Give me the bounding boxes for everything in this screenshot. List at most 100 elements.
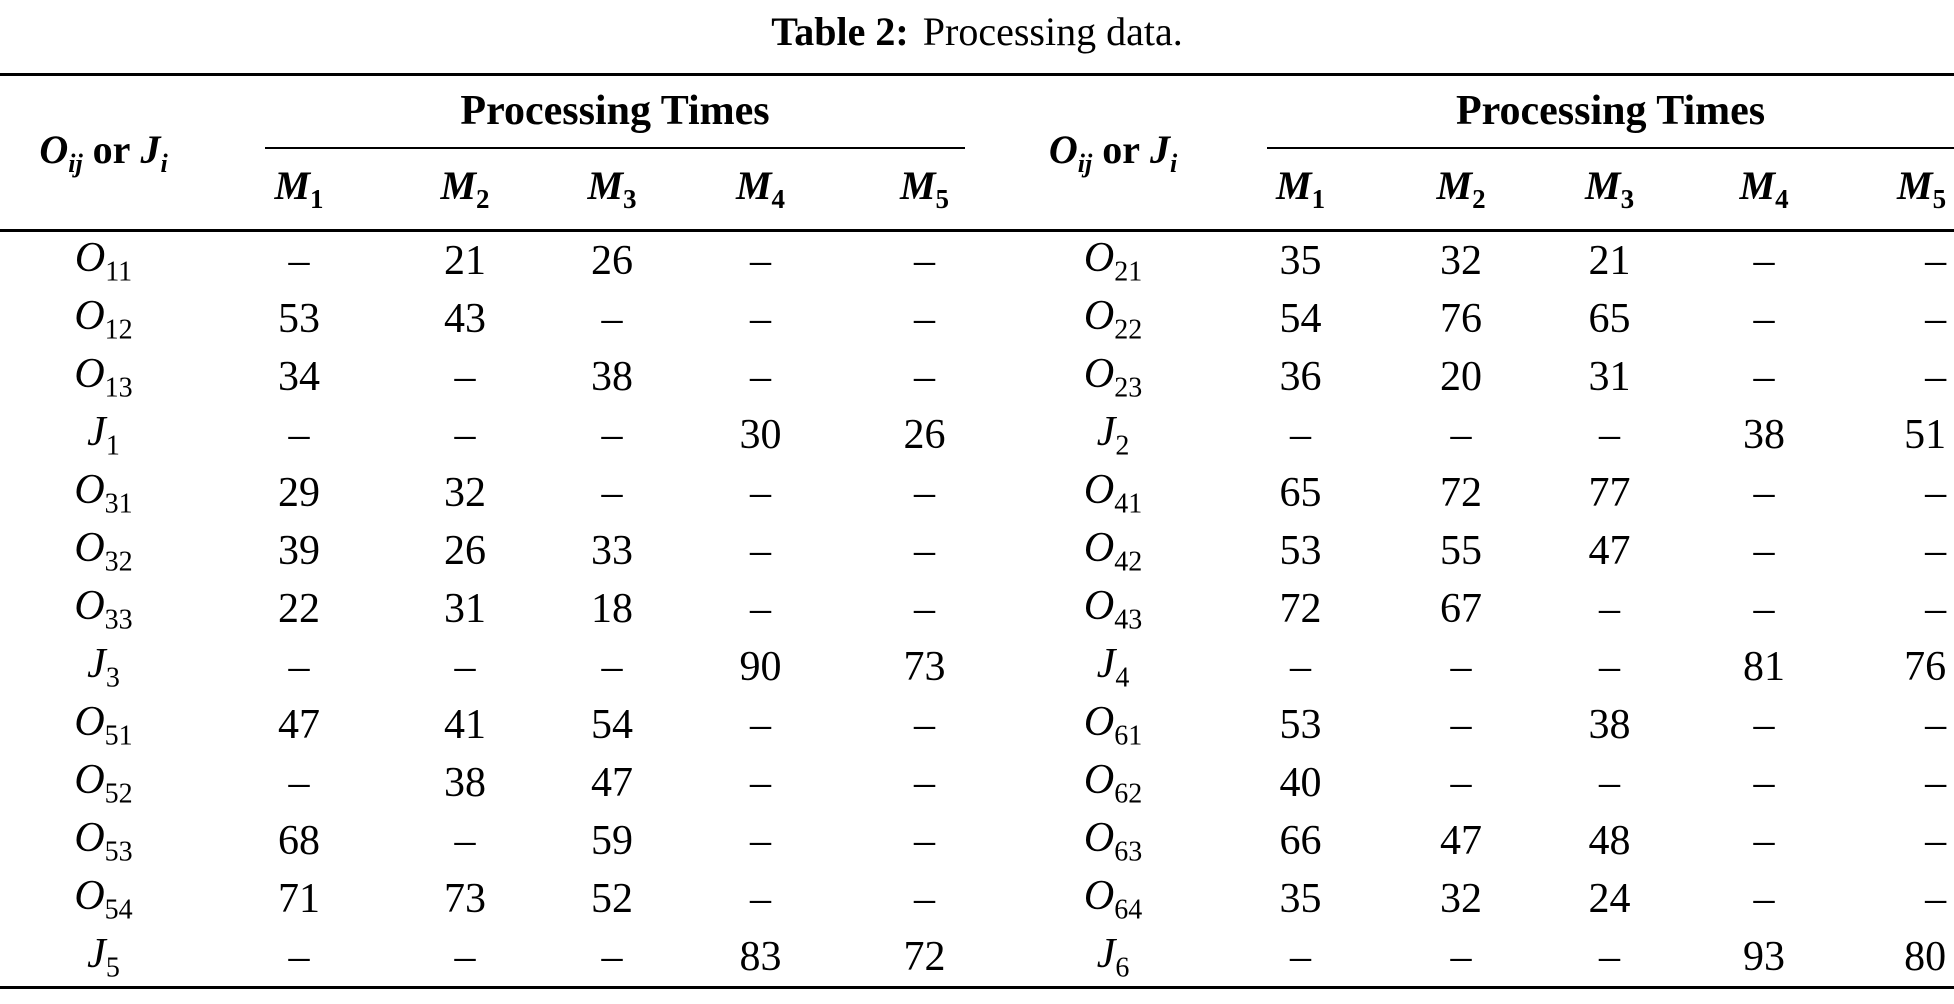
row-label-subscript: 3 — [105, 662, 120, 694]
row-label-base: O — [74, 872, 105, 919]
row-label-base: O — [74, 582, 105, 629]
row-label: J1 — [0, 406, 207, 464]
machine-symbol: M — [1584, 163, 1621, 209]
cell-value: 18 — [591, 586, 633, 632]
cell-value: 35 — [1279, 238, 1322, 284]
row-label-subscript: 12 — [104, 314, 133, 346]
cell-value: – — [1450, 760, 1472, 806]
row-label-base: O — [1083, 582, 1115, 629]
machine-subscript: 3 — [1620, 184, 1635, 215]
cell-value: – — [1450, 644, 1472, 690]
row-label-base: O — [1083, 524, 1115, 571]
table-caption-text: Processing data. — [922, 9, 1183, 54]
processing-times-header-right: Processing Times — [1213, 75, 1954, 149]
table-row: J3 – – – 90 73 J4 – – – 81 76 — [0, 638, 1954, 696]
cell-value: 76 — [1904, 644, 1947, 690]
row-label-subscript: 42 — [1114, 546, 1143, 578]
row-label: O62 — [1013, 754, 1213, 812]
machine-symbol: M — [1275, 163, 1312, 209]
table-row: O51 47 41 54 – – O61 53 – 38 – – — [0, 696, 1954, 754]
row-label-subscript: 6 — [1115, 952, 1130, 984]
cell-value: 21 — [444, 238, 486, 284]
row-label: O43 — [1013, 580, 1213, 638]
cell-value: – — [601, 412, 623, 458]
table-caption-number: Table 2: — [771, 9, 909, 54]
cell-value: – — [1753, 760, 1775, 806]
row-label-subscript: 13 — [104, 372, 133, 404]
row-label: O61 — [1013, 696, 1213, 754]
row-label-base: O — [74, 234, 106, 281]
cell-value: – — [288, 644, 310, 690]
machine-subscript: 3 — [623, 184, 637, 215]
cell-value: – — [1925, 876, 1947, 922]
cell-value: 67 — [1440, 586, 1483, 632]
cell-value: 71 — [278, 876, 320, 922]
cell-value: 31 — [444, 586, 486, 632]
row-label: O13 — [0, 348, 207, 406]
row-label-base: J — [1096, 930, 1116, 977]
cell-value: 24 — [1588, 876, 1631, 922]
cell-value: – — [1599, 760, 1621, 806]
cell-value: 59 — [591, 818, 633, 864]
machine-symbol: M — [440, 163, 477, 209]
machine-header-m2-left: M2 — [391, 149, 539, 231]
cell-value: 21 — [1588, 238, 1631, 284]
cell-value: – — [1753, 528, 1775, 574]
machine-symbol: M — [1897, 163, 1933, 209]
cell-value: 47 — [1588, 528, 1631, 574]
cell-value: – — [454, 354, 476, 400]
cell-value: 47 — [591, 760, 633, 806]
processing-times-label-left: Processing Times — [265, 77, 966, 149]
or-conjunction: or — [92, 127, 131, 172]
machine-symbol: M — [274, 163, 311, 209]
cell-value: 52 — [591, 876, 633, 922]
cell-value: 32 — [1440, 876, 1483, 922]
cell-value: – — [1925, 818, 1947, 864]
machine-subscript: 4 — [1775, 184, 1789, 215]
machine-header-m3-left: M3 — [539, 149, 685, 231]
cell-value: 47 — [1440, 818, 1483, 864]
cell-value: – — [1753, 470, 1775, 516]
machine-symbol: M — [899, 163, 936, 209]
row-label-base: O — [74, 524, 105, 571]
machine-header-row: M1 M2 M3 M4 M5 M1 M2 M3 M4 M5 — [0, 149, 1954, 231]
cell-value: 38 — [1588, 702, 1631, 748]
machine-subscript: 5 — [1932, 184, 1947, 215]
row-label-base: O — [1083, 234, 1115, 281]
cell-value: – — [1450, 934, 1472, 980]
row-label-subscript: 64 — [1114, 894, 1143, 926]
cell-value: – — [1450, 702, 1472, 748]
cell-value: – — [288, 934, 310, 980]
table-row: O32 39 26 33 – – O42 53 55 47 – – — [0, 522, 1954, 580]
cell-value: – — [750, 586, 771, 632]
cell-value: 26 — [903, 412, 946, 458]
cell-value: – — [750, 876, 771, 922]
row-label-subscript: 22 — [1114, 314, 1143, 346]
row-label-base: J — [87, 640, 106, 687]
row-label-subscript: 51 — [104, 720, 133, 752]
row-label-subscript: 54 — [104, 894, 133, 926]
operation-subscript: ij — [68, 149, 83, 178]
cell-value: 38 — [1743, 412, 1786, 458]
cell-value: – — [1599, 586, 1621, 632]
cell-value: 83 — [739, 934, 782, 980]
cell-value: 54 — [1279, 296, 1322, 342]
cell-value: 51 — [1904, 412, 1947, 458]
row-label: J5 — [0, 928, 207, 988]
processing-times-header-left: Processing Times — [207, 75, 1013, 149]
row-label-base: O — [74, 466, 105, 513]
or-conjunction: or — [1102, 127, 1140, 172]
row-label-header-right: Oij or Ji — [1013, 75, 1213, 231]
cell-value: 77 — [1588, 470, 1631, 516]
cell-value: 48 — [1588, 818, 1631, 864]
cell-value: – — [914, 354, 936, 400]
row-label: O21 — [1013, 231, 1213, 291]
cell-value: 39 — [278, 528, 320, 574]
cell-value: 34 — [278, 354, 320, 400]
row-label: O41 — [1013, 464, 1213, 522]
cell-value: – — [914, 238, 936, 284]
cell-value: 55 — [1440, 528, 1483, 574]
cell-value: 72 — [903, 934, 946, 980]
cell-value: – — [601, 296, 623, 342]
